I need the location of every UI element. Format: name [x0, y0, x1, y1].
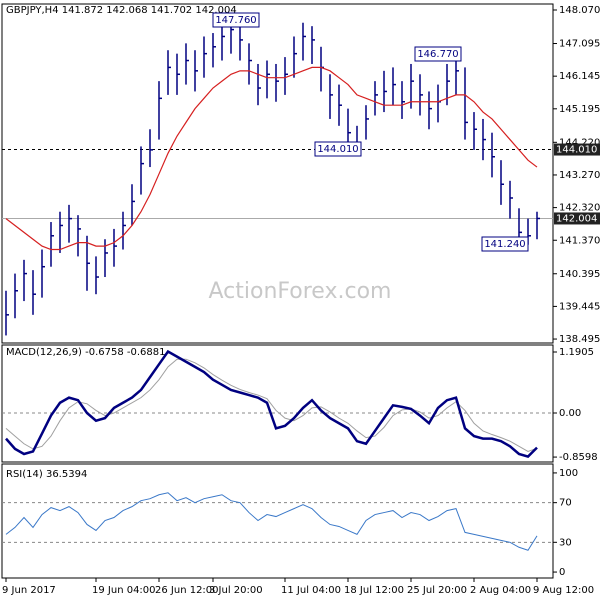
panel-frame — [1, 344, 554, 463]
line — [5, 66, 538, 251]
x-tick-label: 18 Jul 12:00 — [344, 585, 404, 596]
chart-title: GBPJPY,H4 141.872 142.068 141.702 142.00… — [6, 5, 237, 16]
rsi-title: RSI(14) 36.5394 — [6, 469, 87, 480]
level-box — [554, 143, 600, 156]
y-tick-label: 0.00 — [559, 408, 581, 419]
y-tick-label: 1.1905 — [559, 347, 594, 358]
annotation: 147.760 — [215, 15, 256, 26]
annotation: 144.010 — [317, 144, 358, 155]
y-tick-label: 30 — [559, 537, 572, 548]
x-tick-label: 9 Aug 12:00 — [533, 585, 594, 596]
last-price-box — [554, 212, 600, 225]
annotation-box — [314, 141, 362, 157]
panel-frame — [1, 463, 554, 579]
annotation-box — [414, 46, 462, 62]
y-tick-label: -0.8598 — [559, 452, 598, 463]
annotation-box — [212, 12, 260, 28]
y-tick-label: 144.220 — [559, 137, 600, 148]
y-tick-label: 147.095 — [559, 39, 600, 50]
x-tick-label: 11 Jul 04:00 — [281, 585, 341, 596]
panel-frame — [1, 3, 554, 344]
annotation: 141.240 — [484, 239, 525, 250]
y-tick-label: 146.145 — [559, 71, 600, 82]
annotation-box — [481, 236, 529, 252]
watermark: ActionForex.com — [209, 279, 392, 304]
x-tick-label: 3 Jul 20:00 — [209, 585, 263, 596]
line — [5, 349, 538, 458]
annotation: 146.770 — [417, 49, 458, 60]
x-tick-label: 2 Aug 04:00 — [470, 585, 531, 596]
x-tick-label: 25 Jul 20:00 — [407, 585, 467, 596]
y-tick-label: 100 — [559, 468, 578, 479]
y-tick-label: 142.320 — [559, 203, 600, 214]
level-label: 144.010 — [556, 145, 597, 156]
x-tick-label: 19 Jun 04:00 — [92, 585, 156, 596]
y-tick-label: 0 — [559, 567, 565, 578]
y-tick-label: 139.445 — [559, 301, 600, 312]
macd-title: MACD(12,26,9) -0.6758 -0.6881 — [6, 347, 166, 358]
line — [5, 358, 538, 452]
y-tick-label: 143.270 — [559, 170, 600, 181]
y-tick-label: 145.195 — [559, 104, 600, 115]
y-tick-label: 140.395 — [559, 269, 600, 280]
y-tick-label: 70 — [559, 498, 572, 509]
x-tick-label: 9 Jun 2017 — [2, 585, 56, 596]
y-tick-label: 148.070 — [559, 5, 600, 16]
line — [5, 492, 538, 551]
x-tick-label: 26 Jun 12:00 — [155, 585, 219, 596]
y-tick-label: 141.370 — [559, 235, 600, 246]
last-price-label: 142.004 — [556, 213, 597, 224]
y-tick-label: 138.495 — [559, 334, 600, 345]
